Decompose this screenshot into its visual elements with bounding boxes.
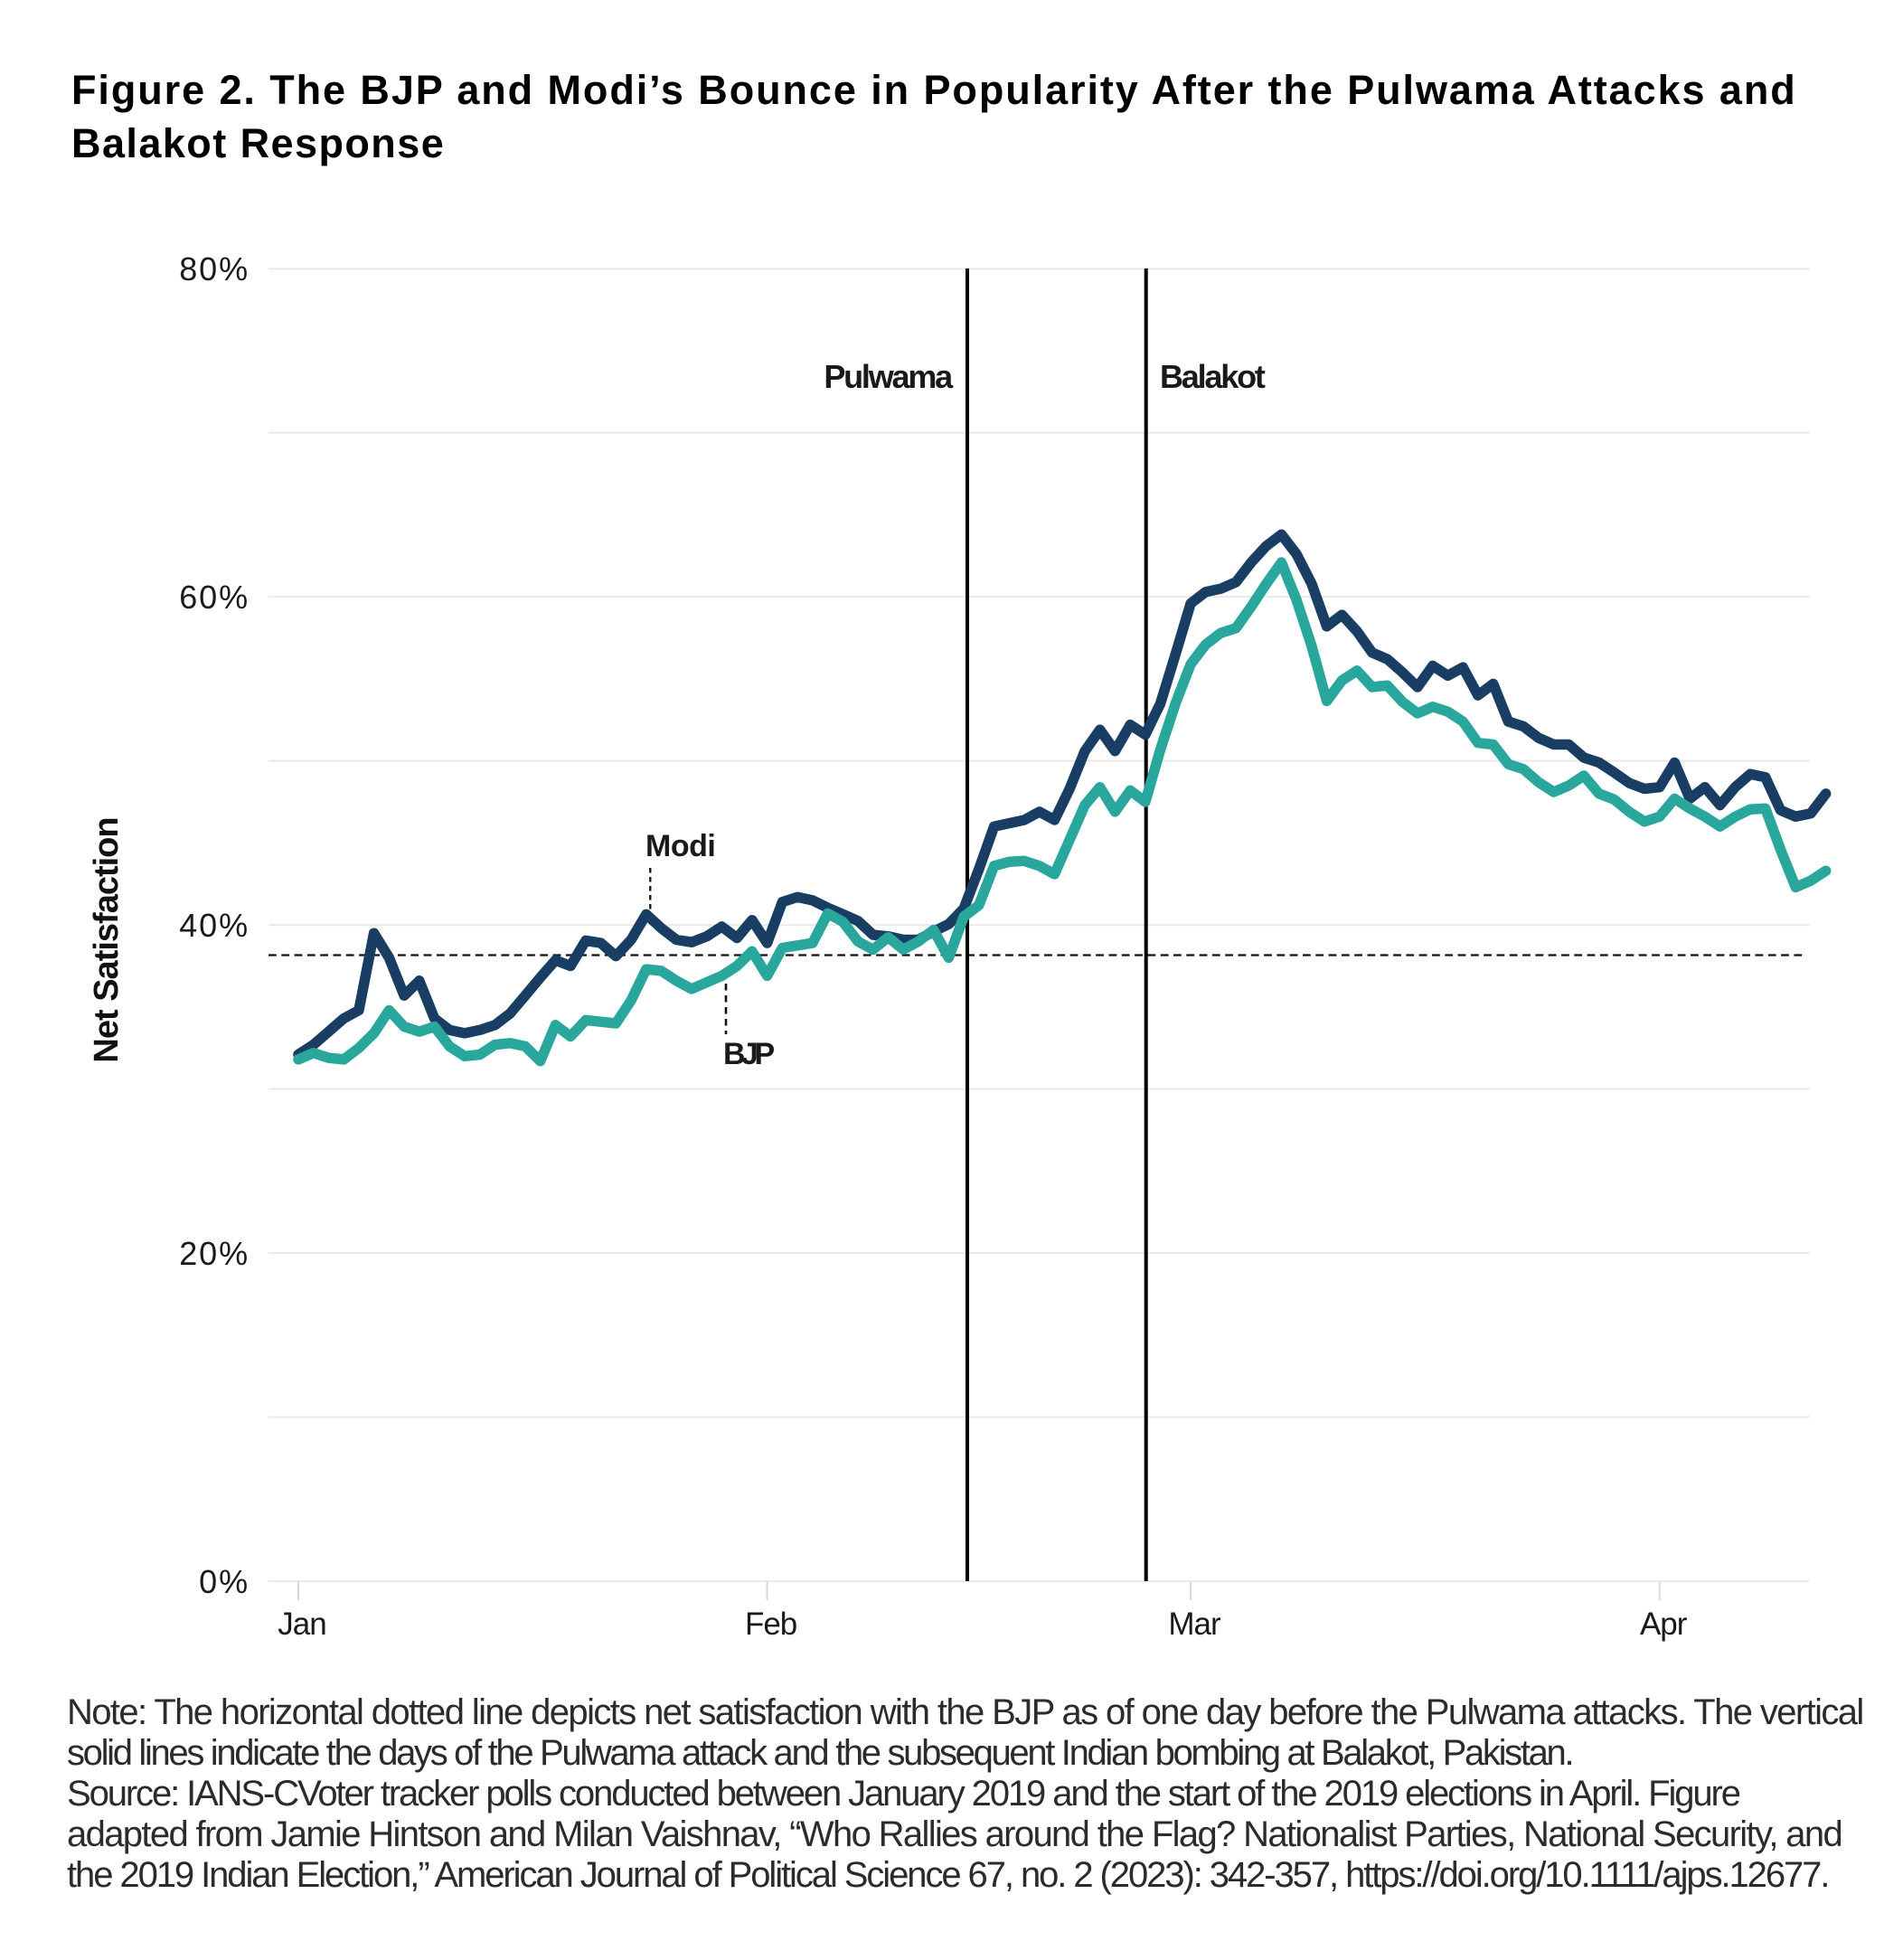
svg-text:20%: 20% [179, 1235, 250, 1272]
svg-text:0%: 0% [199, 1563, 250, 1600]
svg-text:BJP: BJP [723, 1037, 774, 1071]
svg-text:Modi: Modi [645, 829, 715, 863]
svg-text:Mar: Mar [1168, 1607, 1221, 1642]
svg-text:Jan: Jan [278, 1607, 325, 1642]
svg-text:Feb: Feb [745, 1607, 796, 1642]
svg-text:Balakot: Balakot [1160, 358, 1266, 395]
svg-text:60%: 60% [179, 579, 250, 616]
svg-text:Net Satisfaction: Net Satisfaction [88, 817, 126, 1062]
svg-text:Pulwama: Pulwama [824, 358, 954, 395]
svg-text:80%: 80% [179, 250, 250, 287]
svg-text:Apr: Apr [1640, 1607, 1688, 1642]
svg-text:40%: 40% [179, 907, 250, 944]
